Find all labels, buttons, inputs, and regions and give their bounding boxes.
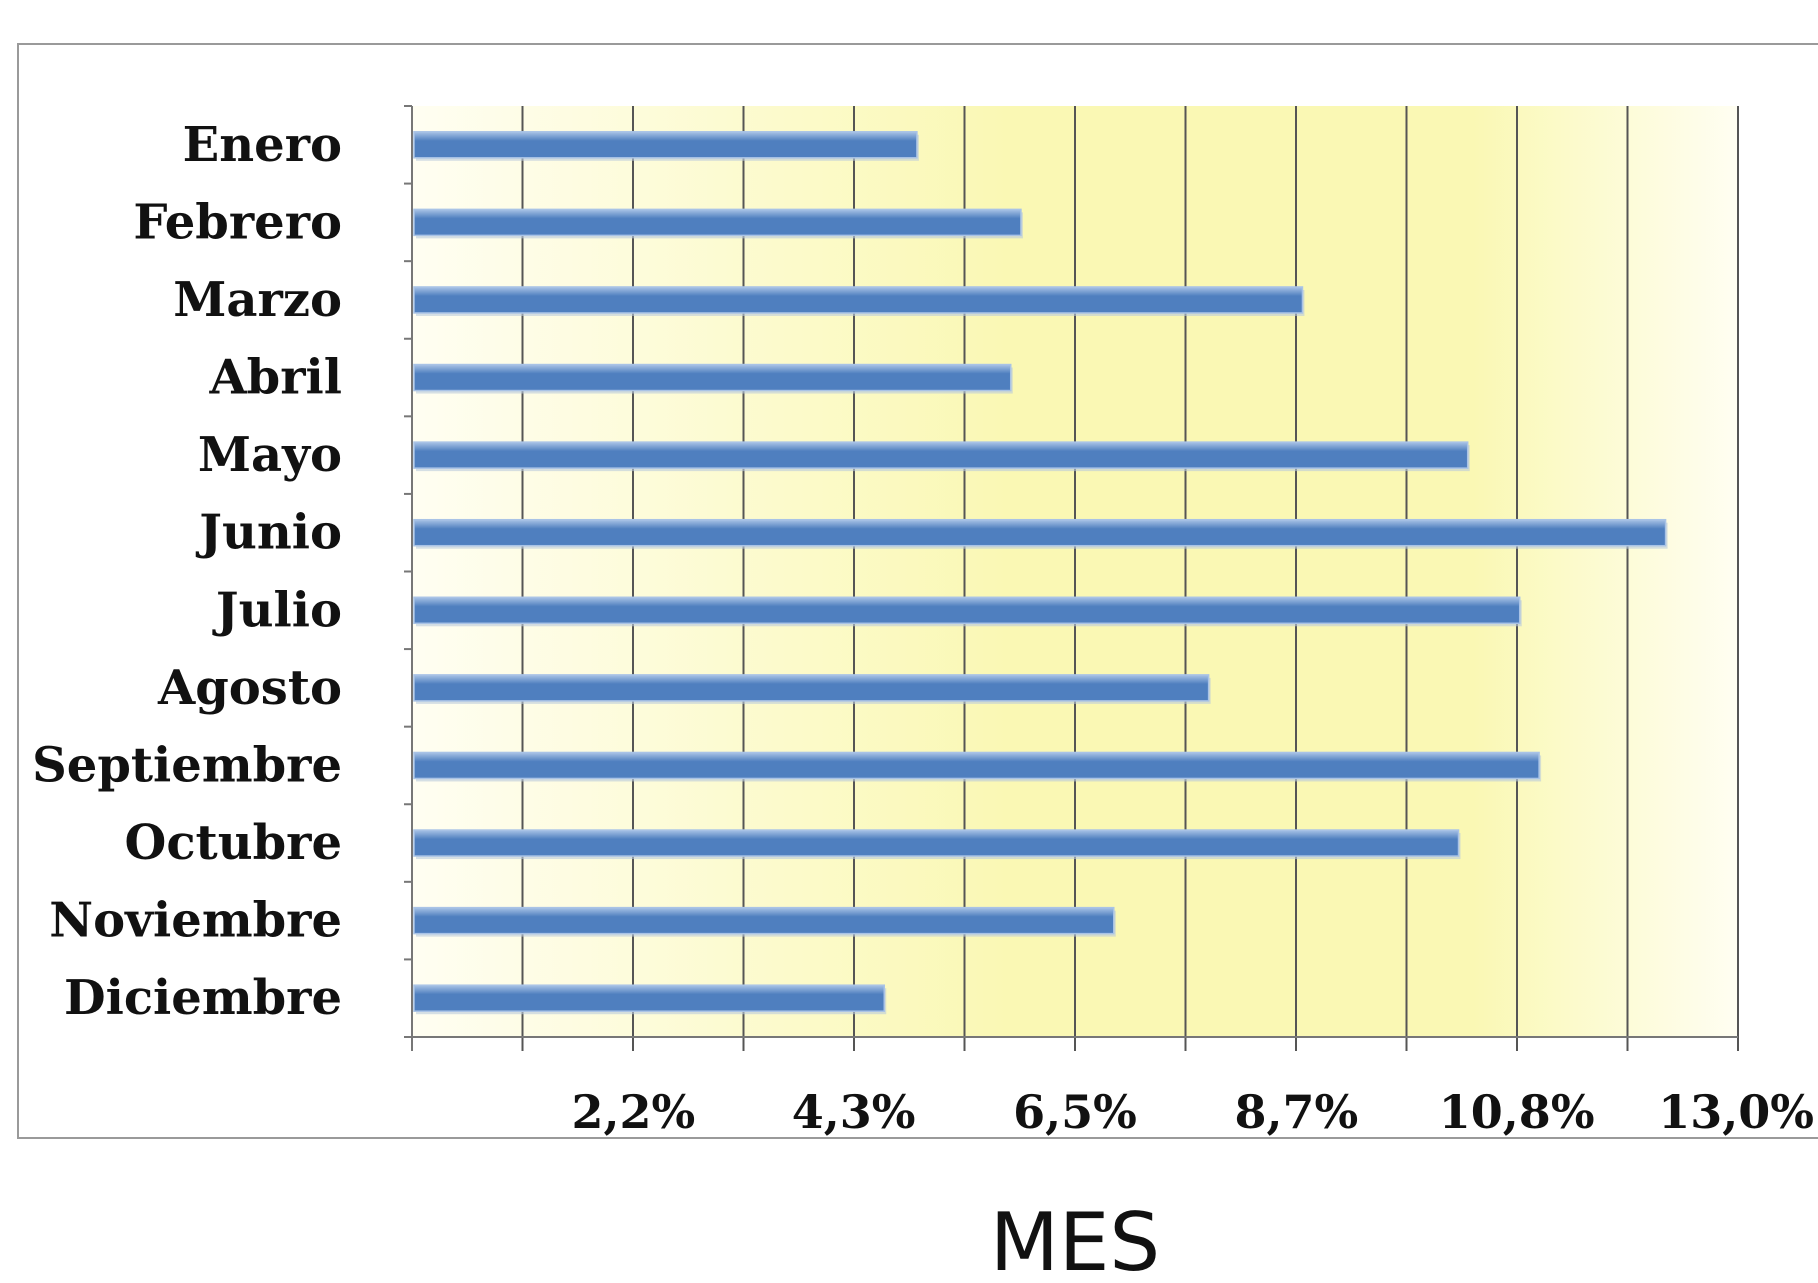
- bar-noviembre: [413, 906, 1115, 935]
- bar-junio: [413, 518, 1667, 547]
- category-label: Septiembre: [32, 737, 342, 793]
- category-label: Octubre: [125, 815, 343, 871]
- bar-febrero: [413, 208, 1022, 237]
- category-label: Noviembre: [49, 893, 342, 949]
- category-label: Mayo: [198, 427, 342, 483]
- category-label: Marzo: [173, 272, 342, 328]
- category-label: Febrero: [133, 194, 342, 250]
- x-tick-label: 10,8%: [1439, 1085, 1595, 1139]
- category-labels: Enero Febrero Marzo Abril Mayo Junio Julio Agos…: [32, 117, 342, 1026]
- bar-agosto: [413, 674, 1210, 702]
- x-tick-label: 4,3%: [792, 1085, 916, 1139]
- bar-diciembre: [413, 984, 886, 1012]
- category-label: Junio: [195, 505, 342, 561]
- x-tick-labels: 2,2% 4,3% 6,5% 8,7% 10,8% 13,0%: [571, 1085, 1814, 1139]
- category-label: Enero: [183, 117, 342, 173]
- axes: [404, 105, 1738, 1051]
- gridlines: [521, 106, 1739, 1051]
- bars: [413, 131, 1668, 1015]
- category-label: Julio: [212, 582, 342, 638]
- x-tick-label: 13,0%: [1658, 1085, 1814, 1139]
- category-label: Abril: [208, 350, 342, 406]
- bar-septiembre: [413, 751, 1540, 780]
- bar-julio: [413, 596, 1521, 625]
- x-tick-label: 2,2%: [571, 1085, 695, 1139]
- category-label: Agosto: [157, 660, 342, 716]
- bar-abril: [413, 363, 1012, 392]
- category-label: Diciembre: [64, 970, 342, 1026]
- bar-marzo: [413, 286, 1304, 314]
- x-tick-label: 6,5%: [1013, 1085, 1137, 1139]
- bar-enero: [413, 131, 918, 159]
- bar-octubre: [413, 829, 1460, 857]
- bar-mayo: [413, 441, 1469, 469]
- x-axis-title: MES: [990, 1196, 1160, 1283]
- x-tick-label: 8,7%: [1234, 1085, 1358, 1139]
